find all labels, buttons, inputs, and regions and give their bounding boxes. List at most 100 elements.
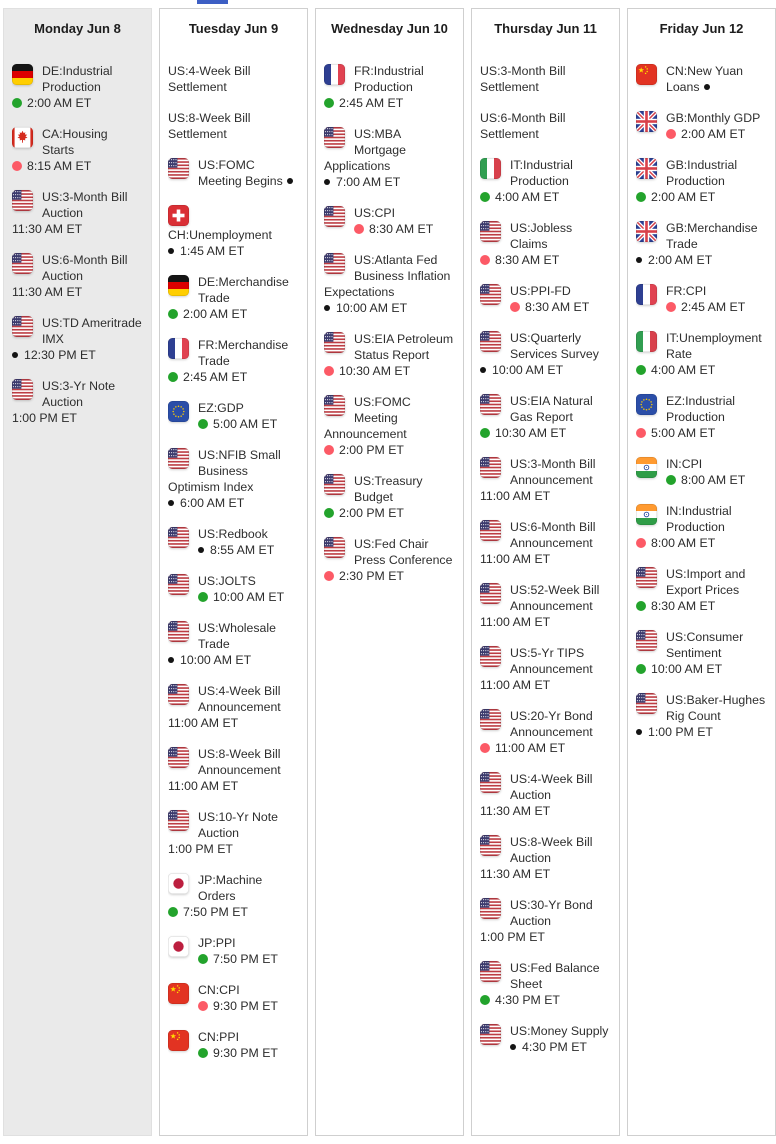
calendar-event[interactable]: IN:CPI 8:00 AM ET [636,456,767,488]
event-title: US:Import and Export Prices [666,567,746,597]
market-moving-dot-icon [12,161,22,171]
calendar-event[interactable]: EZ:Industrial Production 5:00 AM ET [636,393,767,441]
event-time: 1:00 PM ET [636,724,767,740]
event-title: EZ:Industrial Production [666,394,736,424]
event-time: 1:00 PM ET [12,410,143,426]
calendar-event[interactable]: GB:Merchandise Trade 2:00 AM ET [636,220,767,268]
calendar-event[interactable]: GB:Monthly GDP 2:00 AM ET [636,110,767,142]
calendar-event[interactable]: CN:CPI 9:30 PM ET [168,982,299,1014]
flag-it-icon [480,158,501,179]
calendar-event[interactable]: US:Consumer Sentiment 10:00 AM ET [636,629,767,677]
calendar-event[interactable]: IT:Industrial Production 4:00 AM ET [480,157,611,205]
calendar-event[interactable]: US:3-Month Bill Announcement 11:00 AM ET [480,456,611,504]
released-on-time-dot-icon [324,98,334,108]
event-title: US:Consumer Sentiment [666,630,744,660]
event-time-text: 11:00 AM ET [480,615,551,629]
released-on-time-dot-icon [198,592,208,602]
calendar-event[interactable]: US:Money Supply 4:30 PM ET [480,1023,611,1055]
calendar-event[interactable]: US:4-Week Bill Auction 11:30 AM ET [480,771,611,819]
calendar-event[interactable]: US:CPI 8:30 AM ET [324,205,455,237]
event-time: 9:30 PM ET [168,998,299,1014]
calendar-event[interactable]: EZ:GDP 5:00 AM ET [168,400,299,432]
calendar-event[interactable]: US:Redbook 8:55 AM ET [168,526,299,558]
flag-us-icon [12,190,33,211]
calendar-event[interactable]: US:8-Week Bill Settlement [168,110,299,142]
calendar-event[interactable]: CN:New Yuan Loans [636,63,767,95]
top-blue-bar[interactable] [197,0,228,4]
calendar-event[interactable]: US:Baker-Hughes Rig Count 1:00 PM ET [636,692,767,740]
calendar-event[interactable]: US:6-Month Bill Auction 11:30 AM ET [12,252,143,300]
calendar-event[interactable]: US:4-Week Bill Announcement 11:00 AM ET [168,683,299,731]
flag-us-icon [480,284,501,305]
calendar-event[interactable]: CH:Unemployment 1:45 AM ET [168,204,299,259]
calendar-event[interactable]: US:3-Month Bill Settlement [480,63,611,95]
calendar-event[interactable]: DE:Merchandise Trade 2:00 AM ET [168,274,299,322]
event-time-text: 7:50 PM ET [183,905,248,919]
event-time-text: 8:30 AM ET [495,253,560,267]
calendar-event[interactable]: US:3-Yr Note Auction 1:00 PM ET [12,378,143,426]
calendar-event[interactable]: US:5-Yr TIPS Announcement 11:00 AM ET [480,645,611,693]
event-time: 8:30 AM ET [480,252,611,268]
flag-us-icon [480,457,501,478]
flag-us-icon [324,127,345,148]
calendar-event[interactable]: US:JOLTS 10:00 AM ET [168,573,299,605]
flag-fr-icon [168,338,189,359]
calendar-event[interactable]: US:Quarterly Services Survey 10:00 AM ET [480,330,611,378]
calendar-event[interactable]: FR:Industrial Production 2:45 AM ET [324,63,455,111]
event-time: 2:00 AM ET [12,95,143,111]
calendar-event[interactable]: US:PPI-FD 8:30 AM ET [480,283,611,315]
calendar-event[interactable]: FR:Merchandise Trade 2:45 AM ET [168,337,299,385]
event-time-text: 4:00 AM ET [651,363,716,377]
calendar-event[interactable]: US:52-Week Bill Announcement 11:00 AM ET [480,582,611,630]
calendar-event[interactable]: US:FOMC Meeting Announcement 2:00 PM ET [324,394,455,458]
calendar-event[interactable]: GB:Industrial Production 2:00 AM ET [636,157,767,205]
event-time-text: 2:00 AM ET [183,307,248,321]
minor-event-dot-icon [510,1044,516,1050]
calendar-event[interactable]: IT:Unemployment Rate 4:00 AM ET [636,330,767,378]
calendar-event[interactable]: US:Atlanta Fed Business Inflation Expect… [324,252,455,316]
calendar-event[interactable]: CN:PPI 9:30 PM ET [168,1029,299,1061]
calendar-event[interactable]: FR:CPI 2:45 AM ET [636,283,767,315]
calendar-event[interactable]: CA:Housing Starts 8:15 AM ET [12,126,143,174]
calendar-event[interactable]: JP:Machine Orders 7:50 PM ET [168,872,299,920]
calendar-event[interactable]: US:Fed Balance Sheet 4:30 PM ET [480,960,611,1008]
calendar-event[interactable]: US:Import and Export Prices 8:30 AM ET [636,566,767,614]
calendar-event[interactable]: US:30-Yr Bond Auction 1:00 PM ET [480,897,611,945]
calendar-event[interactable]: US:EIA Natural Gas Report 10:30 AM ET [480,393,611,441]
calendar-event[interactable]: IN:Industrial Production 8:00 AM ET [636,503,767,551]
event-time-text: 2:00 AM ET [648,253,713,267]
calendar-event[interactable]: US:8-Week Bill Auction 11:30 AM ET [480,834,611,882]
event-time-text: 1:00 PM ET [168,842,233,856]
calendar-event[interactable]: US:8-Week Bill Announcement 11:00 AM ET [168,746,299,794]
calendar-event[interactable]: US:3-Month Bill Auction 11:30 AM ET [12,189,143,237]
calendar-event[interactable]: US:Fed Chair Press Conference 2:30 PM ET [324,536,455,584]
calendar-event[interactable]: US:Jobless Claims 8:30 AM ET [480,220,611,268]
calendar-event[interactable]: US:TD Ameritrade IMX 12:30 PM ET [12,315,143,363]
calendar-event[interactable]: US:20-Yr Bond Announcement 11:00 AM ET [480,708,611,756]
calendar-event[interactable]: US:10-Yr Note Auction 1:00 PM ET [168,809,299,857]
event-title: US:8-Week Bill Auction [510,835,593,865]
calendar-event[interactable]: US:4-Week Bill Settlement [168,63,299,95]
calendar-event[interactable]: US:Treasury Budget 2:00 PM ET [324,473,455,521]
calendar-event[interactable]: US:FOMC Meeting Begins [168,157,299,189]
calendar-event[interactable]: US:MBA Mortgage Applications 7:00 AM ET [324,126,455,190]
flag-us-icon [480,520,501,541]
calendar-event[interactable]: US:6-Month Bill Announcement 11:00 AM ET [480,519,611,567]
event-time-text: 4:30 PM ET [495,993,560,1007]
event-time-text: 5:00 AM ET [651,426,716,440]
event-title: CH:Unemployment [168,228,272,242]
minor-event-dot-icon [168,248,174,254]
calendar-event[interactable]: US:6-Month Bill Settlement [480,110,611,142]
event-title: US:5-Yr TIPS Announcement [510,646,593,676]
calendar-event[interactable]: US:NFIB Small Business Optimism Index 6:0… [168,447,299,511]
day-column-monday: Monday Jun 8 DE:Industrial Production 2:00… [3,8,152,1136]
event-title: US:Atlanta Fed Business Inflation Expect… [324,253,451,299]
calendar-event[interactable]: JP:PPI 7:50 PM ET [168,935,299,967]
calendar-event[interactable]: US:EIA Petroleum Status Report 10:30 AM E… [324,331,455,379]
calendar-event[interactable]: US:Wholesale Trade 10:00 AM ET [168,620,299,668]
event-time: 8:30 AM ET [480,299,611,315]
event-title: JP:PPI [198,936,236,950]
calendar-event[interactable]: DE:Industrial Production 2:00 AM ET [12,63,143,111]
event-time-text: 11:00 AM ET [480,678,551,692]
event-title: FR:Industrial Production [354,64,424,94]
